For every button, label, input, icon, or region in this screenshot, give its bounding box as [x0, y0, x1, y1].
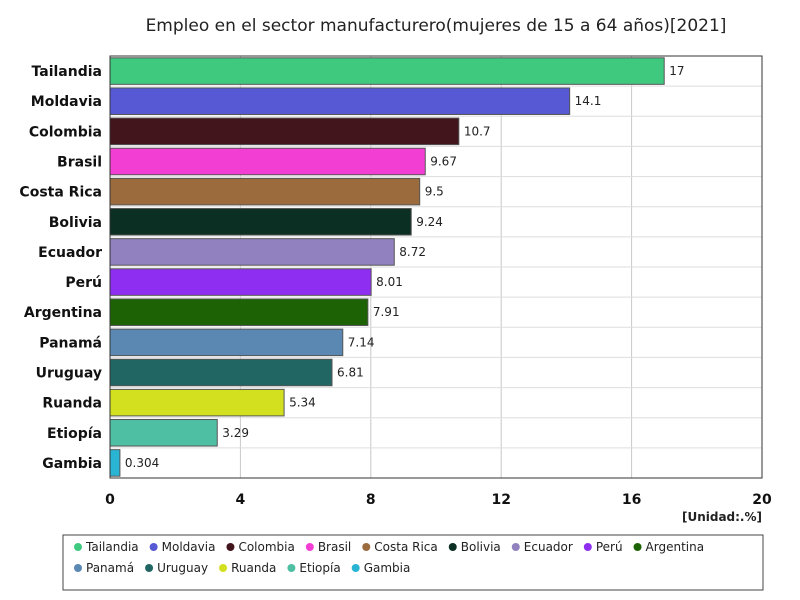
legend-swatch [362, 543, 371, 551]
category-label: Ecuador [38, 245, 102, 261]
bar [109, 358, 333, 387]
legend-swatch [219, 564, 228, 572]
bars [109, 57, 665, 477]
value-label: 8.01 [376, 275, 403, 289]
bar [109, 419, 218, 447]
category-label: Ruanda [42, 396, 102, 412]
value-label: 8.72 [399, 245, 426, 259]
legend-swatch [305, 543, 314, 551]
legend: Tailandia Moldavia Colombia Brasil Costa Ric… [74, 540, 704, 575]
value-label: 0.304 [125, 456, 159, 470]
bar [109, 177, 421, 206]
legend-label: Uruguay [157, 561, 208, 575]
legend-label: Bolivia [461, 540, 501, 554]
bar [109, 147, 426, 176]
bar [109, 268, 372, 296]
value-label: 9.24 [416, 215, 443, 229]
bar [109, 298, 369, 326]
bar [109, 388, 285, 417]
category-label: Etiopía [47, 426, 102, 442]
bar [109, 87, 571, 115]
category-label: Colombia [29, 124, 102, 140]
category-label: Uruguay [36, 366, 102, 382]
bar [109, 208, 412, 236]
value-label: 7.14 [348, 335, 375, 349]
category-label: Moldavia [31, 94, 102, 110]
legend-swatch [149, 543, 158, 551]
category-label: Perú [65, 275, 102, 291]
legend-label: Etiopía [299, 561, 340, 575]
legend-swatch [226, 543, 235, 551]
x-tick-label: 12 [491, 492, 510, 508]
legend-label: Panamá [86, 561, 134, 575]
value-label: 3.29 [222, 426, 249, 440]
legend-swatch [351, 564, 360, 572]
value-label: 7.91 [373, 305, 400, 319]
legend-label: Ruanda [231, 561, 276, 575]
x-axis-ticks: 0 4 8 12 16 20 [105, 492, 772, 508]
chart-title: Empleo en el sector manufacturero(mujere… [146, 16, 727, 36]
legend-swatch [74, 564, 82, 572]
category-label: Costa Rica [19, 185, 102, 201]
legend-label: Colombia [238, 540, 294, 554]
category-label: Gambia [42, 456, 102, 472]
legend-label: Moldavia [162, 540, 216, 554]
legend-swatch [633, 543, 642, 551]
legend-label: Argentina [646, 540, 705, 554]
value-label: 10.7 [464, 124, 491, 138]
x-tick-label: 16 [622, 492, 641, 508]
legend-label: Ecuador [524, 540, 573, 554]
bar [109, 57, 665, 85]
category-label: Argentina [24, 305, 102, 321]
grid-lines [110, 56, 762, 478]
value-labels: 17 14.1 10.7 9.67 9.5 9.24 8.72 8.01 7.91 7.14 6.8… [125, 64, 685, 470]
x-tick-label: 4 [236, 492, 246, 508]
value-label: 9.67 [430, 155, 457, 169]
legend-label: Tailandia [85, 540, 139, 554]
unit-label: [Unidad:.%] [682, 510, 762, 524]
value-label: 6.81 [337, 366, 364, 380]
x-tick-label: 20 [752, 492, 772, 508]
value-label: 9.5 [425, 185, 444, 199]
category-label: Panamá [39, 335, 102, 351]
legend-swatch [74, 543, 82, 551]
legend-swatch [145, 564, 154, 572]
x-tick-label: 8 [366, 492, 376, 508]
bar [109, 328, 344, 357]
bar [109, 449, 121, 477]
legend-swatch [287, 564, 296, 572]
x-tick-label: 0 [105, 492, 115, 508]
category-label: Tailandia [32, 64, 102, 80]
value-label: 14.1 [575, 94, 602, 108]
legend-swatch [448, 543, 457, 551]
legend-swatch [511, 543, 520, 551]
plot-frame [109, 55, 763, 479]
value-label: 17 [669, 64, 684, 78]
legend-label: Gambia [364, 561, 411, 575]
legend-box [62, 534, 764, 591]
legend-label: Costa Rica [374, 540, 437, 554]
bar [109, 238, 395, 266]
category-label: Brasil [57, 155, 102, 171]
legend-label: Perú [596, 540, 623, 554]
legend-label: Brasil [318, 540, 351, 554]
legend-swatch [583, 543, 592, 551]
value-label: 5.34 [289, 396, 316, 410]
category-labels: Tailandia Moldavia Colombia Brasil Costa Ric… [19, 64, 102, 472]
category-label: Bolivia [49, 215, 102, 231]
bar [109, 117, 460, 146]
